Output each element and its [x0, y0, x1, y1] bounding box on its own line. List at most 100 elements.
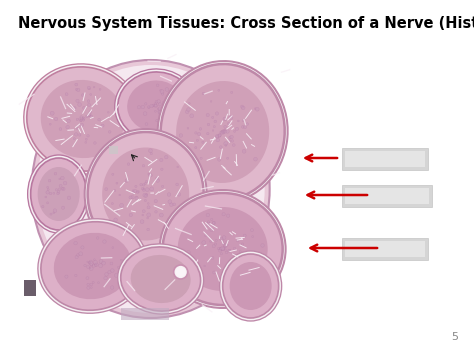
Ellipse shape: [129, 213, 132, 217]
Ellipse shape: [245, 252, 248, 256]
Ellipse shape: [200, 157, 202, 159]
Ellipse shape: [191, 262, 193, 264]
Ellipse shape: [228, 249, 231, 252]
Ellipse shape: [101, 261, 106, 265]
Ellipse shape: [230, 262, 272, 310]
Ellipse shape: [153, 105, 154, 107]
Ellipse shape: [147, 228, 149, 231]
Ellipse shape: [211, 116, 214, 119]
Ellipse shape: [87, 266, 90, 268]
Ellipse shape: [156, 119, 158, 122]
Ellipse shape: [168, 200, 172, 204]
Ellipse shape: [176, 81, 269, 183]
Ellipse shape: [224, 125, 227, 128]
Ellipse shape: [221, 247, 225, 251]
Ellipse shape: [76, 118, 79, 121]
Ellipse shape: [82, 94, 84, 96]
Ellipse shape: [77, 88, 80, 92]
Ellipse shape: [212, 221, 216, 224]
Ellipse shape: [87, 283, 90, 286]
Ellipse shape: [210, 218, 213, 221]
Ellipse shape: [185, 110, 189, 114]
Ellipse shape: [125, 179, 128, 182]
Ellipse shape: [92, 264, 95, 267]
Ellipse shape: [142, 189, 145, 192]
Ellipse shape: [212, 245, 215, 248]
Ellipse shape: [63, 181, 67, 185]
Ellipse shape: [41, 222, 145, 310]
Ellipse shape: [155, 101, 158, 103]
Ellipse shape: [89, 262, 90, 263]
Ellipse shape: [120, 283, 123, 285]
Ellipse shape: [120, 259, 122, 261]
Ellipse shape: [128, 163, 130, 165]
Ellipse shape: [99, 259, 103, 263]
Ellipse shape: [103, 240, 106, 243]
Ellipse shape: [110, 286, 114, 289]
Ellipse shape: [24, 64, 142, 174]
Ellipse shape: [254, 157, 257, 161]
Ellipse shape: [147, 213, 151, 217]
Ellipse shape: [244, 126, 246, 129]
Ellipse shape: [38, 219, 147, 313]
Ellipse shape: [141, 105, 145, 109]
Ellipse shape: [161, 64, 285, 200]
Ellipse shape: [178, 111, 180, 113]
Ellipse shape: [90, 283, 92, 286]
Ellipse shape: [224, 142, 228, 145]
Ellipse shape: [54, 233, 131, 299]
Ellipse shape: [80, 116, 82, 118]
Ellipse shape: [31, 158, 87, 230]
Ellipse shape: [74, 274, 77, 277]
Ellipse shape: [137, 191, 139, 194]
Ellipse shape: [157, 108, 159, 110]
Ellipse shape: [194, 161, 197, 164]
Ellipse shape: [225, 249, 227, 251]
Ellipse shape: [162, 185, 164, 188]
Ellipse shape: [132, 190, 134, 192]
Ellipse shape: [112, 247, 114, 249]
Ellipse shape: [118, 244, 204, 314]
Ellipse shape: [157, 100, 160, 103]
Ellipse shape: [223, 254, 279, 318]
Text: Nervous System Tissues: Cross Section of a Nerve (Histology): Nervous System Tissues: Cross Section of…: [18, 16, 474, 31]
Ellipse shape: [143, 184, 145, 186]
Ellipse shape: [218, 135, 220, 137]
Ellipse shape: [158, 61, 288, 203]
Ellipse shape: [224, 129, 226, 131]
Ellipse shape: [229, 115, 233, 120]
Ellipse shape: [65, 275, 68, 278]
Ellipse shape: [86, 277, 89, 280]
Ellipse shape: [110, 262, 113, 265]
Ellipse shape: [47, 189, 49, 190]
Ellipse shape: [147, 202, 149, 204]
Ellipse shape: [225, 244, 227, 246]
Ellipse shape: [32, 60, 270, 318]
Ellipse shape: [219, 249, 222, 252]
Ellipse shape: [222, 130, 224, 132]
Ellipse shape: [77, 254, 79, 256]
Ellipse shape: [219, 247, 222, 250]
Ellipse shape: [161, 93, 164, 95]
Ellipse shape: [147, 106, 150, 108]
Ellipse shape: [137, 105, 141, 109]
Ellipse shape: [156, 177, 158, 180]
Ellipse shape: [239, 250, 241, 252]
Ellipse shape: [204, 265, 206, 267]
Ellipse shape: [221, 247, 224, 251]
Bar: [345, 241, 425, 257]
Ellipse shape: [224, 246, 226, 247]
Ellipse shape: [142, 214, 144, 216]
Ellipse shape: [49, 123, 51, 125]
Ellipse shape: [93, 86, 95, 88]
Ellipse shape: [150, 187, 154, 191]
Ellipse shape: [214, 120, 217, 123]
Ellipse shape: [202, 92, 205, 95]
Ellipse shape: [86, 115, 89, 118]
Ellipse shape: [146, 180, 148, 183]
Ellipse shape: [91, 264, 93, 266]
Ellipse shape: [53, 212, 55, 214]
Ellipse shape: [235, 127, 238, 131]
Ellipse shape: [232, 144, 235, 147]
Ellipse shape: [140, 183, 142, 186]
